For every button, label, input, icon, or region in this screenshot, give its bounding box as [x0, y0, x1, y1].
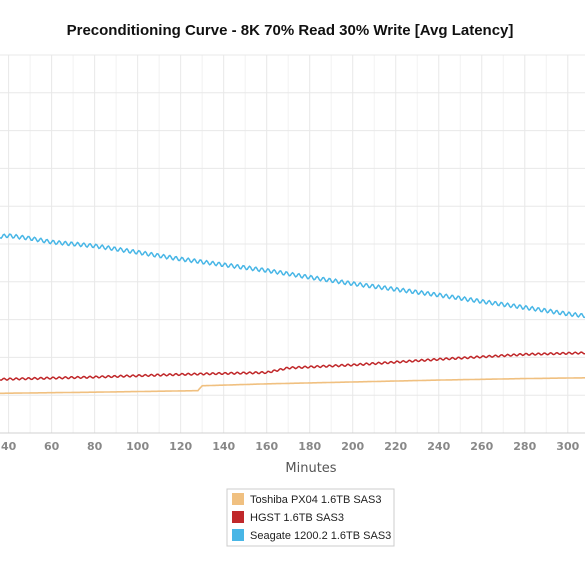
- x-tick-label-280: 280: [513, 440, 536, 453]
- chart-legend: Toshiba PX04 1.6TB SAS3 HGST 1.6TB SAS3 …: [226, 488, 395, 547]
- x-axis-tick-labels: 40 60 80 100 120 140 160 180 200 220 240 260 280 300: [1, 440, 580, 453]
- legend-swatch-hgst: [232, 511, 244, 523]
- series-line-seagate: [0, 233, 585, 319]
- x-tick-label-180: 180: [298, 440, 321, 453]
- x-tick-label-260: 260: [470, 440, 493, 453]
- x-tick-label-300: 300: [556, 440, 579, 453]
- series-line-hgst: [0, 351, 585, 382]
- chart-title: Preconditioning Curve - 8K 70% Read 30% …: [67, 22, 514, 39]
- x-tick-label-240: 240: [427, 440, 450, 453]
- series-lines: [0, 233, 585, 395]
- x-axis-label: Minutes: [285, 461, 336, 476]
- legend-swatch-seagate: [232, 529, 244, 541]
- legend-swatch-toshiba: [232, 493, 244, 505]
- legend-label-hgst: HGST 1.6TB SAS3: [250, 512, 344, 524]
- x-tick-label-140: 140: [212, 440, 235, 453]
- legend-frame: [226, 488, 395, 547]
- grid-lines: [0, 54, 585, 434]
- x-tick-label-60: 60: [44, 440, 60, 453]
- x-tick-label-200: 200: [341, 440, 364, 453]
- x-tick-label-80: 80: [87, 440, 103, 453]
- x-tick-label-40: 40: [1, 440, 17, 453]
- legend-label-seagate: Seagate 1200.2 1.6TB SAS3: [250, 530, 391, 542]
- x-tick-label-100: 100: [126, 440, 149, 453]
- x-tick-label-160: 160: [255, 440, 278, 453]
- legend-label-toshiba: Toshiba PX04 1.6TB SAS3: [250, 494, 381, 506]
- x-tick-label-220: 220: [384, 440, 407, 453]
- x-tick-label-120: 120: [169, 440, 192, 453]
- series-line-toshiba: [0, 376, 585, 395]
